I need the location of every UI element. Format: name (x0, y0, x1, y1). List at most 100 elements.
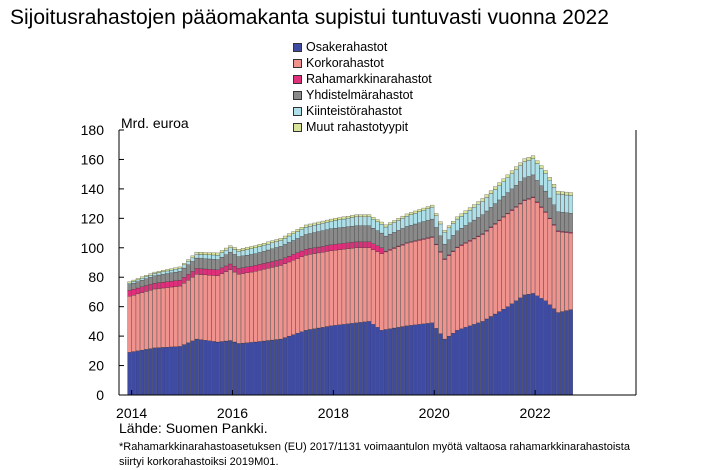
bar-segment-yhdistelmärahastot-2014-07 (156, 274, 161, 283)
legend-item-yhdistelmarahastot: Yhdistelmärahastot (293, 87, 432, 103)
bar-segment-muut rahastotyypit-2018-07 (358, 214, 363, 217)
bar-segment-muut rahastotyypit-2020-04 (446, 225, 452, 229)
bar-segment-yhdistelmärahastot-2014-04 (144, 278, 149, 286)
y-tick-label: 40 (88, 328, 104, 344)
bar-segment-yhdistelmärahastot-2017-06 (303, 234, 309, 250)
bar-segment-osakerahastot-2019-11 (425, 323, 431, 396)
bar-segment-kiinteistörahastot-2017-08 (312, 225, 317, 233)
bar-segment-muut rahastotyypit-2014-11 (173, 267, 178, 270)
bar-segment-rahamarkkinarahastot-2015-10 (219, 267, 225, 274)
bar-segment-kiinteistörahastot-2018-01 (333, 220, 338, 229)
bar-segment-osakerahastot-2018-08 (362, 321, 367, 396)
bar-segment-muut rahastotyypit-2016-07 (257, 244, 262, 247)
bar-segment-rahamarkkinarahastot-2014-03 (140, 286, 145, 293)
bar-segment-osakerahastot-2014-07 (156, 347, 161, 396)
bar-segment-osakerahastot-2015-05 (198, 339, 204, 396)
bar-segment-yhdistelmärahastot-2020-01 (434, 227, 439, 245)
y-axis-unit-label: Mrd. euroa (121, 115, 189, 131)
bar-segment-rahamarkkinarahastot-2014-07 (156, 282, 161, 289)
legend-swatch-kiinteistorahastot (293, 106, 302, 116)
bar-segment-korkorahastot-2018-02 (337, 249, 342, 325)
bar-segment-osakerahastot-2020-10 (472, 324, 477, 396)
bar-segment-osakerahastot-2017-06 (303, 330, 309, 396)
y-tick-label: 80 (88, 269, 104, 285)
bar-segment-kiinteistörahastot-2021-01 (484, 197, 489, 212)
bar-segment-yhdistelmärahastot-2014-03 (140, 280, 145, 287)
bar-segment-osakerahastot-2019-06 (404, 325, 409, 396)
bar-segment-osakerahastot-2019-04 (396, 327, 401, 396)
bar-segment-korkorahastot-2020-12 (480, 234, 485, 322)
bar-segment-osakerahastot-2015-02 (186, 342, 191, 396)
bar-segment-osakerahastot-2021-01 (484, 318, 489, 396)
bar-segment-muut rahastotyypit-2018-12 (379, 221, 384, 225)
bar-segment-korkorahastot-2021-01 (484, 230, 489, 320)
bar-segment-kiinteistörahastot-2021-11 (526, 160, 531, 177)
bar-segment-korkorahastot-2022-06 (556, 231, 561, 313)
bar-segment-korkorahastot-2020-06 (455, 247, 460, 331)
bar-segment-muut rahastotyypit-2014-08 (161, 270, 166, 272)
bar-segment-osakerahastot-2014-06 (152, 347, 157, 396)
bar-segment-kiinteistörahastot-2015-05 (198, 254, 204, 259)
bar-segment-yhdistelmärahastot-2014-11 (173, 271, 178, 281)
bar-segment-korkorahastot-2014-02 (135, 293, 140, 351)
bar-segment-muut rahastotyypit-2022-07 (560, 191, 565, 195)
bar-segment-kiinteistörahastot-2022-06 (556, 193, 561, 212)
bar-segment-kiinteistörahastot-2020-04 (446, 227, 452, 240)
bar-segment-kiinteistörahastot-2017-09 (316, 224, 321, 232)
bar-segment-osakerahastot-2022-01 (535, 295, 540, 396)
bar-segment-muut rahastotyypit-2019-12 (430, 204, 435, 208)
bar-segment-osakerahastot-2015-03 (190, 340, 195, 396)
bar-segment-kiinteistörahastot-2016-04 (245, 249, 250, 256)
bar-segment-muut rahastotyypit-2022-09 (568, 192, 573, 196)
bar-segment-muut rahastotyypit-2019-08 (413, 210, 418, 214)
bar-segment-kiinteistörahastot-2022-05 (551, 187, 557, 205)
bar-segment-muut rahastotyypit-2018-10 (371, 216, 376, 220)
bar-segment-kiinteistörahastot-2020-08 (463, 213, 468, 226)
footnote-line-1: *Rahamarkkinarahastoasetuksen (EU) 2017/… (119, 441, 630, 453)
bar-segment-osakerahastot-2019-10 (421, 323, 426, 396)
bar-segment-korkorahastot-2015-10 (219, 273, 225, 342)
bar-segment-muut rahastotyypit-2015-12 (228, 245, 233, 248)
bar-segment-rahamarkkinarahastot-2018-12 (379, 247, 384, 254)
bar-segment-muut rahastotyypit-2015-11 (224, 247, 229, 251)
bar-segment-muut rahastotyypit-2019-04 (396, 218, 401, 221)
bar-segment-osakerahastot-2016-10 (270, 339, 275, 396)
bar-segment-yhdistelmärahastot-2016-08 (261, 251, 267, 264)
bar-segment-korkorahastot-2016-11 (274, 266, 279, 340)
bar-segment-yhdistelmärahastot-2021-05 (501, 196, 506, 217)
bar-segment-muut rahastotyypit-2014-01 (131, 279, 136, 282)
bar-segment-yhdistelmärahastot-2014-10 (169, 272, 174, 282)
bar-segment-rahamarkkinarahastot-2017-05 (299, 250, 304, 257)
bar-segment-yhdistelmärahastot-2020-07 (459, 228, 464, 245)
bar-segment-rahamarkkinarahastot-2019-01 (383, 250, 388, 253)
bar-segment-korkorahastot-2014-06 (152, 288, 157, 349)
bar-segment-rahamarkkinarahastot-2015-07 (207, 269, 212, 276)
bar-segment-korkorahastot-2020-09 (467, 241, 473, 326)
bar-segment-osakerahastot-2020-07 (459, 328, 464, 396)
bar-segment-kiinteistörahastot-2015-11 (224, 250, 229, 255)
bar-segment-osakerahastot-2020-11 (476, 322, 481, 396)
bar-segment-osakerahastot-2016-03 (240, 342, 246, 396)
bar-segment-korkorahastot-2019-07 (409, 242, 414, 326)
bar-segment-rahamarkkinarahastot-2018-04 (346, 242, 351, 249)
bar-segment-osakerahastot-2019-08 (413, 324, 418, 396)
bar-segment-korkorahastot-2019-10 (421, 239, 426, 324)
bar-segment-muut rahastotyypit-2021-07 (509, 170, 515, 174)
bar-segment-osakerahastot-2018-04 (346, 323, 351, 396)
bar-segment-yhdistelmärahastot-2016-01 (232, 254, 237, 267)
bar-segment-rahamarkkinarahastot-2014-06 (152, 282, 157, 290)
bar-segment-osakerahastot-2014-02 (135, 350, 140, 396)
bar-segment-korkorahastot-2017-06 (303, 255, 309, 331)
bar-segment-yhdistelmärahastot-2016-07 (257, 252, 262, 265)
bar-segment-yhdistelmärahastot-2014-05 (148, 277, 153, 285)
bar-segment-yhdistelmärahastot-2018-06 (354, 225, 359, 243)
bar-segment-korkorahastot-2020-07 (459, 245, 464, 329)
bar-segment-rahamarkkinarahastot-2015-09 (215, 269, 220, 276)
bar-segment-rahamarkkinarahastot-2016-09 (266, 262, 271, 269)
y-tick-label: 20 (88, 358, 104, 374)
bar-segment-yhdistelmärahastot-2014-09 (165, 273, 170, 282)
bar-segment-osakerahastot-2021-04 (497, 311, 502, 396)
bar-segment-kiinteistörahastot-2021-12 (530, 158, 536, 176)
bar-segment-korkorahastot-2022-01 (535, 202, 540, 296)
